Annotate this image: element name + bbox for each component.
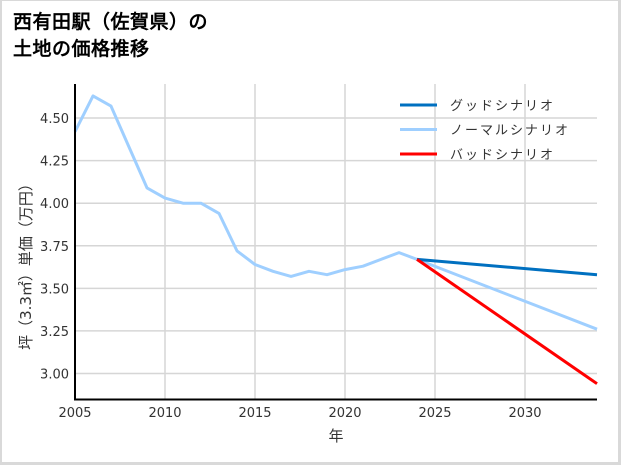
y-tick-label: 4.00	[40, 197, 69, 212]
series-lines	[73, 94, 598, 385]
y-tick-label: 4.50	[40, 112, 69, 127]
series-line	[416, 258, 598, 385]
series-line	[73, 94, 598, 331]
x-axis-title: 年	[328, 427, 343, 445]
y-tick-labels: 3.00 3.25 3.50 3.75 4.00 4.25 4.50	[40, 112, 69, 382]
x-tick-label: 2005	[58, 406, 91, 421]
x-tick-label: 2010	[148, 406, 181, 421]
x-tick-label: 2020	[328, 406, 361, 421]
chart-title-line1: 西有田駅（佐賀県）の	[13, 11, 209, 33]
legend-label: バッドシナリオ	[450, 148, 555, 163]
y-tick-label: 3.00	[40, 367, 69, 382]
legend-label: グッドシナリオ	[450, 99, 555, 114]
y-axis-title: 坪（3.3㎡）単価（万円）	[17, 176, 35, 350]
x-tick-label: 2030	[508, 406, 541, 421]
chart-title-line2: 土地の価格推移	[13, 38, 150, 60]
series-line	[416, 257, 598, 277]
x-tick-labels: 2005 2010 2015 2020 2025 2030	[58, 406, 541, 421]
y-tick-label: 4.25	[40, 155, 69, 170]
x-tick-label: 2025	[418, 406, 451, 421]
x-tick-label: 2015	[238, 406, 271, 421]
chart-title: 西有田駅（佐賀県）の 土地の価格推移	[13, 9, 208, 63]
y-tick-label: 3.50	[40, 282, 69, 297]
legend-label: ノーマルシナリオ	[450, 124, 570, 139]
y-tick-label: 3.75	[40, 240, 69, 255]
y-tick-label: 3.25	[40, 325, 69, 340]
grid-lines	[75, 84, 597, 399]
axes	[74, 84, 597, 401]
